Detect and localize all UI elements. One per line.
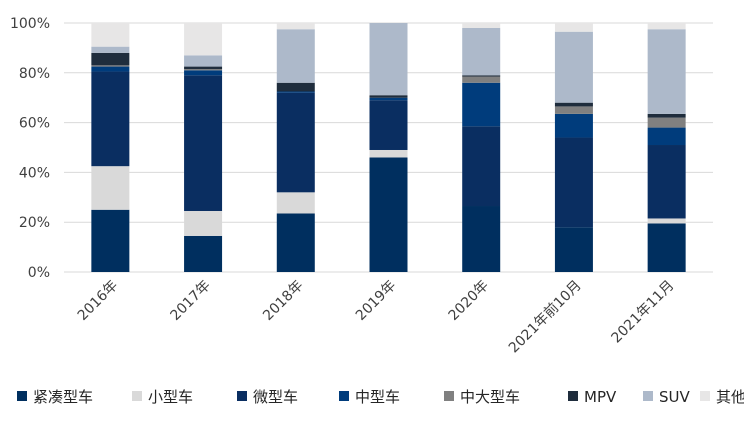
legend-swatch — [237, 391, 247, 401]
x-tick-label: 2019年 — [353, 278, 399, 324]
bar-segment — [462, 23, 501, 28]
bar-segment — [462, 76, 501, 83]
y-tick-label: 20% — [19, 215, 50, 231]
legend-label: 紧凑型车 — [33, 388, 93, 406]
x-axis-tick-labels: 2016年 2017年 2018年 2019年 2020年 2021年前10月 2021年1… — [75, 277, 678, 357]
bar-segment — [647, 113, 686, 118]
bar-segment — [554, 113, 593, 138]
legend-label: 小型车 — [148, 388, 193, 406]
bar-segment — [184, 66, 223, 70]
bar-segment — [554, 137, 593, 228]
bar-segment — [647, 218, 686, 224]
bar-segment — [91, 66, 130, 72]
bar-segment — [647, 117, 686, 128]
bar-segment — [91, 23, 130, 47]
legend-label: 中型车 — [355, 388, 400, 406]
bar-segment — [369, 100, 408, 150]
bar-segment — [554, 23, 593, 32]
bar-segment — [554, 102, 593, 107]
bar-segment — [184, 75, 223, 211]
bar-segment — [184, 210, 223, 236]
bar-segment — [184, 70, 223, 76]
bar-segment — [369, 157, 408, 272]
bar-segment — [91, 209, 130, 272]
y-tick-label: 0% — [28, 265, 50, 281]
bar-segment — [647, 223, 686, 272]
y-tick-label: 100% — [10, 16, 50, 32]
bar-segment — [276, 29, 315, 83]
bar-segment — [462, 75, 501, 77]
bar-segment — [647, 145, 686, 219]
legend-label: 微型车 — [253, 388, 298, 406]
x-tick-label: 2020年 — [446, 278, 492, 324]
bar-segment — [462, 82, 501, 127]
y-axis-tick-labels: 0% 20% 40% 60% 80% 100% — [10, 16, 50, 281]
bar-segment — [276, 82, 315, 92]
legend-label: SUV — [659, 388, 691, 406]
bar-segment — [276, 192, 315, 214]
legend-swatch — [339, 391, 349, 401]
legend-swatch — [568, 391, 578, 401]
bar-segment — [184, 235, 223, 272]
bar-segment — [369, 95, 408, 98]
y-tick-label: 80% — [19, 66, 50, 82]
x-tick-label: 2016年 — [75, 278, 121, 324]
x-tick-label: 2017年 — [167, 278, 213, 324]
legend-swatch — [132, 391, 142, 401]
bar-segment — [276, 213, 315, 272]
bar-segment — [91, 71, 130, 167]
legend-swatch — [700, 391, 710, 401]
bar-segment — [276, 91, 315, 93]
bar-segment — [462, 27, 501, 76]
bar-segment — [276, 92, 315, 193]
bar-segment — [554, 106, 593, 114]
legend: 紧凑型车 小型车 微型车 中型车 中大型车 MPV SUV 其他 — [17, 388, 744, 406]
x-tick-label: 2018年 — [260, 278, 306, 324]
bar-segment — [554, 31, 593, 103]
legend-label: 其他 — [716, 388, 744, 406]
bar-segment — [369, 23, 408, 96]
bar-segment — [184, 69, 223, 71]
x-tick-label: 2021年前10月 — [505, 277, 585, 357]
bar-segment — [647, 29, 686, 114]
legend-label: 中大型车 — [460, 388, 520, 406]
bar-segment — [369, 97, 408, 101]
bar-segment — [91, 166, 130, 210]
bar-segment — [462, 126, 501, 207]
y-tick-label: 60% — [19, 116, 50, 132]
bar-segment — [369, 149, 408, 158]
bar-segment — [462, 206, 501, 272]
bar-segment — [184, 23, 223, 56]
bar-segment — [647, 127, 686, 146]
legend-swatch — [17, 391, 27, 401]
bar-segment — [276, 23, 315, 30]
bars — [91, 23, 686, 272]
legend-label: MPV — [584, 388, 617, 406]
bar-segment — [91, 52, 130, 66]
legend-swatch — [444, 391, 454, 401]
bar-segment — [647, 23, 686, 30]
bar-segment — [184, 55, 223, 67]
bar-segment — [91, 46, 130, 53]
bar-segment — [91, 65, 130, 67]
y-tick-label: 40% — [19, 165, 50, 181]
legend-swatch — [643, 391, 653, 401]
bar-segment — [554, 227, 593, 272]
x-tick-label: 2021年11月 — [609, 278, 678, 347]
